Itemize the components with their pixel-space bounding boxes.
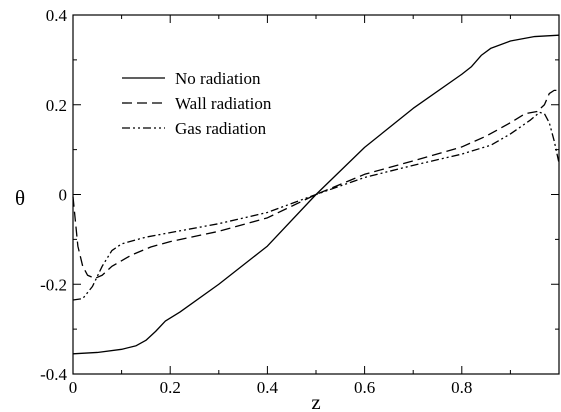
y-ticks: -0.4 -0.2 0 0.2 0.4	[40, 6, 559, 384]
x-tick-label: 0.2	[160, 378, 181, 397]
y-tick-label: 0.4	[46, 6, 68, 25]
series-layer	[72, 34, 560, 355]
x-tick-label: 0.4	[257, 378, 279, 397]
x-tick-label: 0	[69, 378, 78, 397]
series-line-no-radiation	[72, 34, 560, 355]
series-line-gas-radiation	[72, 111, 560, 301]
y-tick-label: 0.2	[46, 96, 67, 115]
y-tick-label: -0.2	[40, 275, 67, 294]
legend-label-wall-radiation: Wall radiation	[175, 94, 272, 113]
legend-label-no-radiation: No radiation	[175, 69, 261, 88]
x-tick-label: 0.6	[354, 378, 375, 397]
y-tick-label: -0.4	[40, 365, 67, 384]
series-line-wall-radiation	[72, 89, 559, 280]
legend-label-gas-radiation: Gas radiation	[175, 119, 267, 138]
legend: No radiation Wall radiation Gas radiatio…	[122, 69, 272, 138]
plot-area: 0 0.2 0.4 0.6 0.8 -0.4 -0.2 0 0.2 0.4	[40, 6, 560, 397]
x-axis-title: z	[311, 390, 320, 412]
y-axis-title: θ	[15, 186, 25, 210]
x-ticks: 0 0.2 0.4 0.6 0.8	[69, 15, 511, 397]
x-tick-label: 0.8	[451, 378, 472, 397]
y-tick-label: 0	[59, 186, 68, 205]
